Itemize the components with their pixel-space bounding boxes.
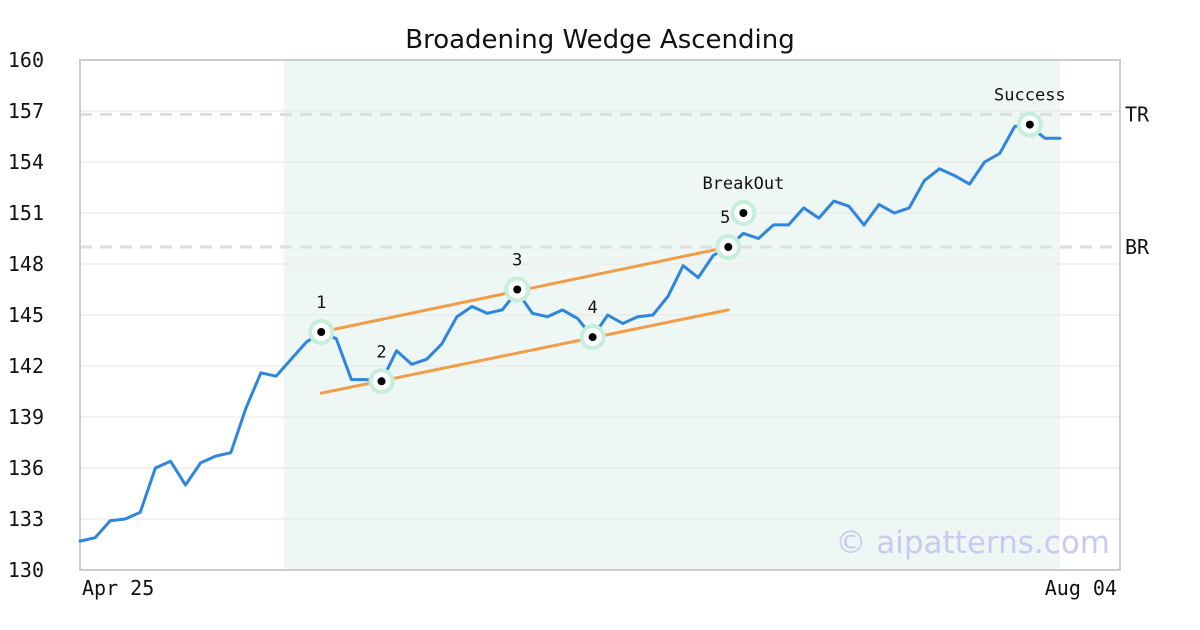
annotation-label: BreakOut (702, 174, 784, 194)
annotations: BreakOut Success (702, 86, 1066, 226)
annotation-marker-dot (1025, 120, 1034, 129)
gridlines (80, 110, 1120, 520)
y-tick-label: 136 (8, 456, 44, 480)
y-tick-label: 133 (8, 507, 44, 531)
reference-line-label: BR (1125, 235, 1150, 259)
price-line (78, 124, 1062, 543)
watermark: © aipatterns.com (835, 525, 1110, 561)
pattern-point-label: 3 (512, 251, 522, 271)
pattern-point-label: 1 (316, 293, 326, 313)
pattern-point-dot (317, 328, 326, 336)
y-tick-label: 139 (8, 405, 44, 429)
chart-title: Broadening Wedge Ascending (405, 25, 795, 55)
pattern-points: 1 2 3 4 5 (308, 208, 742, 395)
annotation-label: Success (994, 86, 1066, 106)
y-tick-label: 157 (8, 99, 44, 123)
pattern-point-label: 4 (587, 298, 597, 318)
pattern-point-label: 5 (720, 208, 730, 228)
pattern-point-dot (377, 377, 386, 386)
plot-frame (79, 59, 1121, 571)
y-axis-ticks: 130 133 136 139 142 145 148 151 154 157 160 (8, 48, 44, 582)
y-tick-label: 145 (8, 303, 44, 327)
y-tick-label: 148 (8, 252, 44, 276)
pattern-point-dot (513, 285, 522, 294)
y-tick-label: 142 (8, 354, 44, 378)
y-tick-label: 151 (8, 201, 44, 225)
y-tick-label: 154 (8, 150, 44, 174)
price-series (78, 124, 1062, 543)
reference-line-label: TR (1125, 102, 1150, 126)
x-tick-label: Aug 04 (1045, 576, 1117, 600)
pattern-point-dot (588, 333, 597, 342)
x-tick-label: Apr 25 (82, 576, 154, 600)
y-tick-label: 130 (8, 558, 44, 582)
annotation-marker-dot (739, 209, 748, 217)
x-axis-ticks: Apr 25 Aug 04 (82, 576, 1117, 600)
reference-lines: TR BR (80, 102, 1150, 259)
pattern-point-label: 2 (376, 342, 386, 362)
y-tick-label: 160 (8, 48, 44, 72)
pattern-point-dot (724, 243, 733, 251)
